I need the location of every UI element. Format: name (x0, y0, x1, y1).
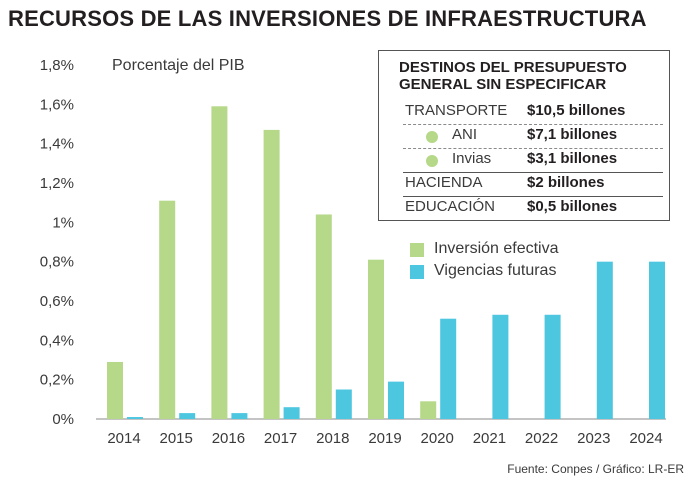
bar-vigencias-futuras-2024 (649, 261, 665, 419)
x-tick-label: 2024 (629, 430, 662, 447)
source-note: Fuente: Conpes / Gráfico: LR-ER (507, 462, 684, 476)
y-axis-ticks: 0% 0,2% 0,4% 0,6% 0,8% 1% 1,2% 1,4% 1,6% 1,8% (40, 57, 74, 428)
chart-title: RECURSOS DE LAS INVERSIONES DE INFRAESTR… (8, 6, 647, 31)
bar-inversion-efectiva-2019 (368, 259, 384, 419)
y-tick-label: 0,2% (40, 372, 74, 389)
bar-vigencias-futuras-2023 (596, 261, 613, 419)
panel-row-label: HACIENDA (405, 174, 483, 191)
legend-label: Vigencias futuras (434, 262, 557, 279)
green-dot-icon (426, 155, 438, 167)
y-tick-label: 1,8% (40, 57, 74, 74)
panel-row-ani: ANI $7,1 billones (379, 124, 669, 146)
panel-row-label: Invias (452, 150, 492, 167)
x-tick-label: 2016 (212, 430, 245, 447)
bar-vigencias-futuras-2014 (127, 417, 143, 419)
green-dot-icon (426, 131, 438, 143)
bar-inversion-efectiva-2016 (211, 106, 228, 420)
panel-divider (403, 172, 663, 173)
x-tick-label: 2018 (316, 430, 349, 447)
y-tick-label: 0% (52, 411, 74, 428)
panel-row-label: TRANSPORTE (405, 102, 508, 119)
panel-row-invias: Invias $3,1 billones (379, 148, 669, 170)
x-tick-label: 2014 (107, 430, 140, 447)
legend-label: Inversión efectiva (434, 240, 559, 257)
x-tick-label: 2023 (577, 430, 610, 447)
x-tick-label: 2020 (421, 430, 454, 447)
x-tick-label: 2021 (473, 430, 506, 447)
panel-divider-dashed (403, 124, 663, 125)
bar-inversion-efectiva-2014 (107, 361, 123, 419)
x-tick-label: 2015 (160, 430, 193, 447)
y-tick-label: 0,8% (40, 254, 74, 271)
x-axis-ticks: 2014 2015 2016 2017 2018 2019 2020 2021 2022 2023… (107, 430, 662, 447)
bar-vigencias-futuras-2015 (179, 413, 196, 419)
bar-inversion-efectiva-2015 (159, 200, 176, 419)
panel-row-label: ANI (452, 126, 478, 143)
x-tick-label: 2022 (525, 430, 558, 447)
bar-vigencias-futuras-2019 (388, 381, 404, 419)
bar-inversion-efectiva-2018 (315, 214, 332, 419)
y-tick-label: 1% (52, 214, 74, 231)
panel-row-value: $0,5 billones (527, 198, 618, 215)
y-tick-label: 1,2% (40, 175, 74, 192)
bars-group (107, 106, 665, 420)
x-tick-label: 2017 (264, 430, 297, 447)
bar-inversion-efectiva-2020 (420, 401, 437, 419)
y-axis-label: Porcentaje del PIB (112, 57, 245, 74)
y-tick-label: 1,4% (40, 136, 74, 153)
panel-row-value: $7,1 billones (527, 126, 618, 143)
legend-swatch-green (410, 243, 424, 257)
bar-vigencias-futuras-2021 (492, 314, 509, 419)
panel-divider (403, 196, 663, 197)
panel-row-value: $10,5 billones (527, 102, 626, 119)
panel-row-hacienda: HACIENDA $2 billones (379, 172, 669, 194)
panel-row-value: $3,1 billones (527, 150, 618, 167)
bar-vigencias-futuras-2017 (283, 407, 300, 419)
panel-row-label: EDUCACIÓN (405, 198, 496, 215)
budget-destinations-panel: DESTINOS DEL PRESUPUESTO GENERAL SIN ESP… (378, 50, 670, 221)
x-tick-label: 2019 (368, 430, 401, 447)
bar-inversion-efectiva-2017 (263, 129, 280, 419)
y-tick-label: 1,6% (40, 96, 74, 113)
bar-vigencias-futuras-2018 (335, 389, 352, 419)
legend-swatch-blue (410, 265, 424, 279)
panel-divider-dashed (403, 148, 663, 149)
panel-title: DESTINOS DEL PRESUPUESTO GENERAL SIN ESP… (399, 59, 627, 93)
y-tick-label: 0,4% (40, 332, 74, 349)
y-tick-label: 0,6% (40, 293, 74, 310)
panel-row-transporte: TRANSPORTE $10,5 billones (379, 100, 669, 122)
bar-vigencias-futuras-2022 (544, 314, 561, 419)
panel-row-value: $2 billones (527, 174, 605, 191)
bar-vigencias-futuras-2020 (440, 318, 457, 419)
bar-vigencias-futuras-2016 (231, 413, 248, 419)
panel-row-educacion: EDUCACIÓN $0,5 billones (379, 196, 669, 218)
